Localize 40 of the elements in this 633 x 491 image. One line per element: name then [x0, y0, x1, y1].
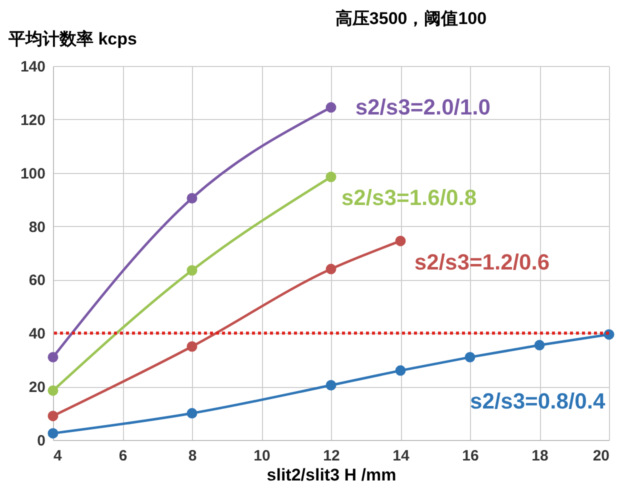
y-tick-label: 40 — [28, 326, 46, 343]
point — [186, 408, 198, 419]
series-label: s2/s3=0.8/0.4 — [470, 388, 606, 414]
point — [186, 341, 198, 352]
point — [464, 352, 476, 362]
point — [326, 264, 336, 274]
x-tick-label: 18 — [532, 448, 548, 464]
y-tick-label: 120 — [20, 112, 46, 129]
x-tick-label: 12 — [323, 448, 340, 464]
x-tick-label: 16 — [462, 448, 479, 464]
x-tick-label: 4 — [54, 448, 62, 464]
y-tick-label: 140 — [20, 58, 46, 76]
point — [395, 365, 406, 376]
point — [48, 352, 58, 362]
x-tick-label: 8 — [188, 448, 197, 464]
point — [534, 340, 545, 350]
y-axis-title: 平均计数率 kcps — [8, 30, 137, 48]
y-tick-label: 100 — [20, 165, 46, 182]
y-tick-label: 60 — [28, 272, 46, 290]
x-tick-label: 20 — [592, 448, 610, 464]
point — [186, 193, 198, 204]
point — [395, 236, 406, 246]
point — [48, 410, 58, 422]
series-label: s2/s3=2.0/1.0 — [355, 94, 491, 120]
x-tick-label: 10 — [254, 448, 270, 464]
point — [326, 102, 336, 113]
y-tick-label: 20 — [28, 379, 46, 396]
point — [48, 428, 58, 439]
series-label: s2/s3=1.2/0.6 — [414, 249, 550, 274]
chart-title: 高压3500，阈值100 — [335, 9, 487, 28]
point — [326, 172, 336, 182]
point — [186, 265, 198, 276]
point — [48, 385, 58, 396]
point — [326, 380, 336, 390]
x-tick-label: 14 — [392, 448, 410, 464]
x-axis-title: slit2/slit3 H /mm — [266, 466, 396, 484]
series-label: s2/s3=1.6/0.8 — [341, 185, 477, 210]
y-tick-label: 0 — [37, 432, 46, 450]
x-tick-label: 6 — [118, 448, 128, 464]
y-tick-label: 80 — [28, 218, 46, 236]
